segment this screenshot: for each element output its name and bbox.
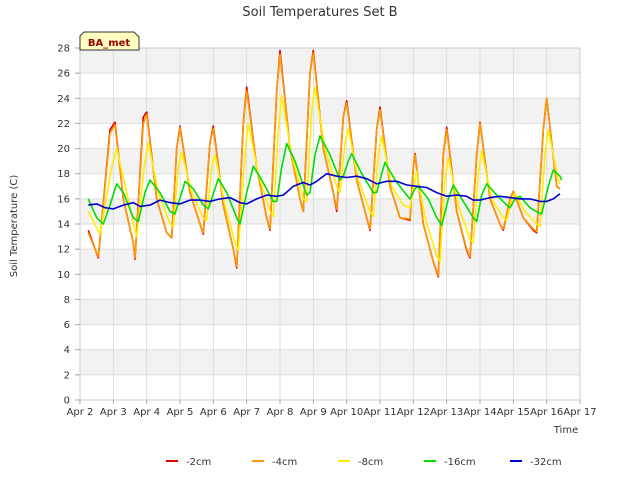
y-tick-label: 2 <box>64 370 70 381</box>
y-tick-label: 22 <box>57 119 70 130</box>
x-axis-tick-labels: Apr 2 Apr 3 Apr 4 Apr 5 Apr 6 Apr 7 Apr 8 Apr 9… <box>67 400 597 418</box>
x-tick-label: Apr 6 <box>200 407 227 418</box>
site-badge: BA_met <box>79 31 140 51</box>
x-tick-label: Apr 9 <box>300 407 327 418</box>
series-line-16cm <box>87 135 563 227</box>
x-tick-label: Apr 4 <box>133 407 160 418</box>
site-badge-box <box>79 31 140 51</box>
y-tick-label: 26 <box>57 69 70 80</box>
background-band <box>80 249 580 275</box>
y-tick-label: 16 <box>57 194 70 205</box>
y-axis-label: Soil Temperature (C) <box>9 175 20 278</box>
x-tick-label: Apr 7 <box>233 407 260 418</box>
legend-label: -32cm <box>530 457 562 468</box>
legend-label: -4cm <box>272 457 297 468</box>
x-tick-label: Apr 12 <box>397 407 430 418</box>
x-tick-label: Apr 14 <box>463 407 496 418</box>
y-tick-label: 24 <box>57 94 70 105</box>
background-band <box>80 349 580 375</box>
background-band <box>80 299 580 325</box>
x-tick-label: Apr 8 <box>267 407 294 418</box>
y-tick-label: 14 <box>57 220 70 231</box>
legend-label: -16cm <box>444 457 476 468</box>
y-tick-label: 20 <box>57 144 70 155</box>
x-tick-label: Apr 16 <box>530 407 563 418</box>
background-band <box>80 98 580 124</box>
background-band <box>80 148 580 174</box>
series-line-8cm <box>87 86 561 263</box>
background-band <box>80 48 580 74</box>
chart-title: Soil Temperatures Set B <box>242 5 397 20</box>
x-tick-label: Apr 11 <box>363 407 396 418</box>
y-tick-label: 8 <box>64 295 70 306</box>
series-line-4cm <box>87 52 561 277</box>
y-tick-label: 6 <box>64 320 70 331</box>
y-tick-label: 12 <box>57 245 70 256</box>
x-tick-label: Apr 5 <box>167 407 194 418</box>
legend: -2cm -4cm -8cm -16cm -32cm <box>166 457 562 468</box>
y-tick-label: 10 <box>57 270 70 281</box>
y-tick-label: 28 <box>57 44 70 55</box>
x-tick-label: Apr 15 <box>497 407 530 418</box>
y-tick-label: 18 <box>57 169 70 180</box>
x-tick-label: Apr 17 <box>563 407 596 418</box>
x-tick-label: Apr 13 <box>430 407 463 418</box>
legend-label: -2cm <box>186 457 211 468</box>
x-tick-label: Apr 3 <box>100 407 127 418</box>
x-axis-label: Time <box>553 425 578 436</box>
series-line-32cm <box>88 172 561 210</box>
site-badge-label: BA_met <box>88 38 131 49</box>
y-tick-label: 4 <box>64 345 70 356</box>
x-tick-label: Apr 2 <box>67 407 94 418</box>
legend-label: -8cm <box>358 457 383 468</box>
y-tick-label: 0 <box>64 396 70 407</box>
series-lines <box>87 49 563 278</box>
x-tick-label: Apr 10 <box>330 407 363 418</box>
